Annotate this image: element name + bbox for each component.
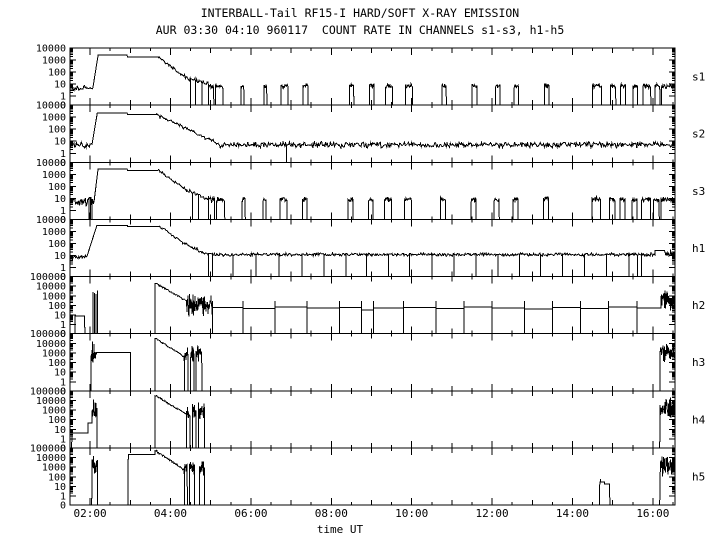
chart-title: INTERBALL-Tail RF15-I HARD/SOFT X-RAY EM… [200,6,520,20]
y-tick-label: 1000 [42,406,66,417]
y-tick-label: 1 [60,263,66,274]
panel-label-h1: h1 [692,242,705,255]
panel-label-h4: h4 [692,413,706,426]
y-tick-label: 0 [60,443,66,454]
x-tick-label: 02:00 [74,507,107,520]
y-tick-label: 10 [54,80,66,91]
y-tick-label: 0 [60,329,66,340]
y-tick-label: 1000 [42,56,66,67]
x-tick-label: 06:00 [234,507,267,520]
y-tick-label: 100 [48,125,66,136]
y-tick-label: 100 [48,68,66,79]
trace-h4 [70,394,676,449]
y-tick-label: 0 [60,101,66,112]
y-tick-label: 1000 [42,113,66,124]
y-tick-label: 0 [60,215,66,226]
y-tick-label: 10 [54,425,66,436]
y-tick-label: 10 [54,137,66,148]
trace-h1 [69,224,676,277]
y-tick-label: 100 [48,415,66,426]
x-tick-label: 12:00 [476,507,509,520]
x-axis-label: time UT [317,523,364,536]
axis-labels: 02:00 04:00 06:00 08:00 10:00 12:00 14:00 16:00… [30,44,706,537]
trace-h2 [70,282,676,335]
trace-s2 [69,112,676,163]
y-tick-label: 100 [48,182,66,193]
x-tick-label: 08:00 [315,507,348,520]
panel-label-h3: h3 [692,356,705,369]
y-tick-label: 1 [60,320,66,331]
y-tick-label: 10000 [36,396,66,407]
y-tick-label: 1 [60,206,66,217]
y-tick-label: 1000 [42,170,66,181]
x-tick-label: 14:00 [556,507,589,520]
y-tick-label: 1000 [42,227,66,238]
y-tick-label: 0 [60,386,66,397]
y-tick-label: 100000 [30,329,66,340]
y-tick-label: 100 [48,239,66,250]
y-tick-label: 1 [60,377,66,388]
y-tick-label: 10 [54,311,66,322]
y-tick-label: 10 [54,482,66,493]
y-tick-label: 100 [48,301,66,312]
y-tick-label: 0 [60,501,66,512]
y-tick-label: 1000 [42,348,66,359]
y-tick-label: 100 [48,358,66,369]
y-tick-label: 1 [60,149,66,160]
y-tick-label: 10 [54,251,66,262]
x-tick-label: 16:00 [636,507,669,520]
y-tick-label: 1 [60,492,66,503]
trace-h3 [70,337,676,392]
panel-label-s1: s1 [692,71,705,84]
y-tick-label: 10 [54,194,66,205]
y-tick-label: 100000 [30,272,66,283]
y-tick-label: 10000 [36,101,66,112]
y-tick-label: 10000 [36,282,66,293]
y-tick-label: 10000 [36,339,66,350]
y-tick-label: 1 [60,434,66,445]
panel-label-h5: h5 [692,470,705,483]
panel-label-s2: s2 [692,128,705,141]
y-tick-label: 100000 [30,386,66,397]
axis-ticks [70,47,675,505]
y-tick-label: 100 [48,472,66,483]
y-tick-label: 10000 [36,158,66,169]
x-tick-label: 04:00 [154,507,187,520]
y-tick-label: 10000 [36,44,66,55]
y-tick-label: 10000 [36,215,66,226]
y-tick-label: 10 [54,368,66,379]
y-tick-label: 1000 [42,463,66,474]
y-tick-label: 100000 [30,443,66,454]
y-tick-label: 0 [60,272,66,283]
y-tick-label: 10000 [36,453,66,464]
trace-h5 [70,449,676,506]
trace-s3 [69,168,676,220]
x-tick-label: 10:00 [395,507,428,520]
chart-subtitle: AUR 03:30 04:10 960117 COUNT RATE IN CHA… [155,23,565,37]
y-tick-label: 0 [60,158,66,169]
trace-s1 [69,54,676,106]
panel-label-s3: s3 [692,185,705,198]
panel-label-h2: h2 [692,299,705,312]
traces [69,54,676,506]
y-tick-label: 1 [60,92,66,103]
y-tick-label: 1000 [42,291,66,302]
